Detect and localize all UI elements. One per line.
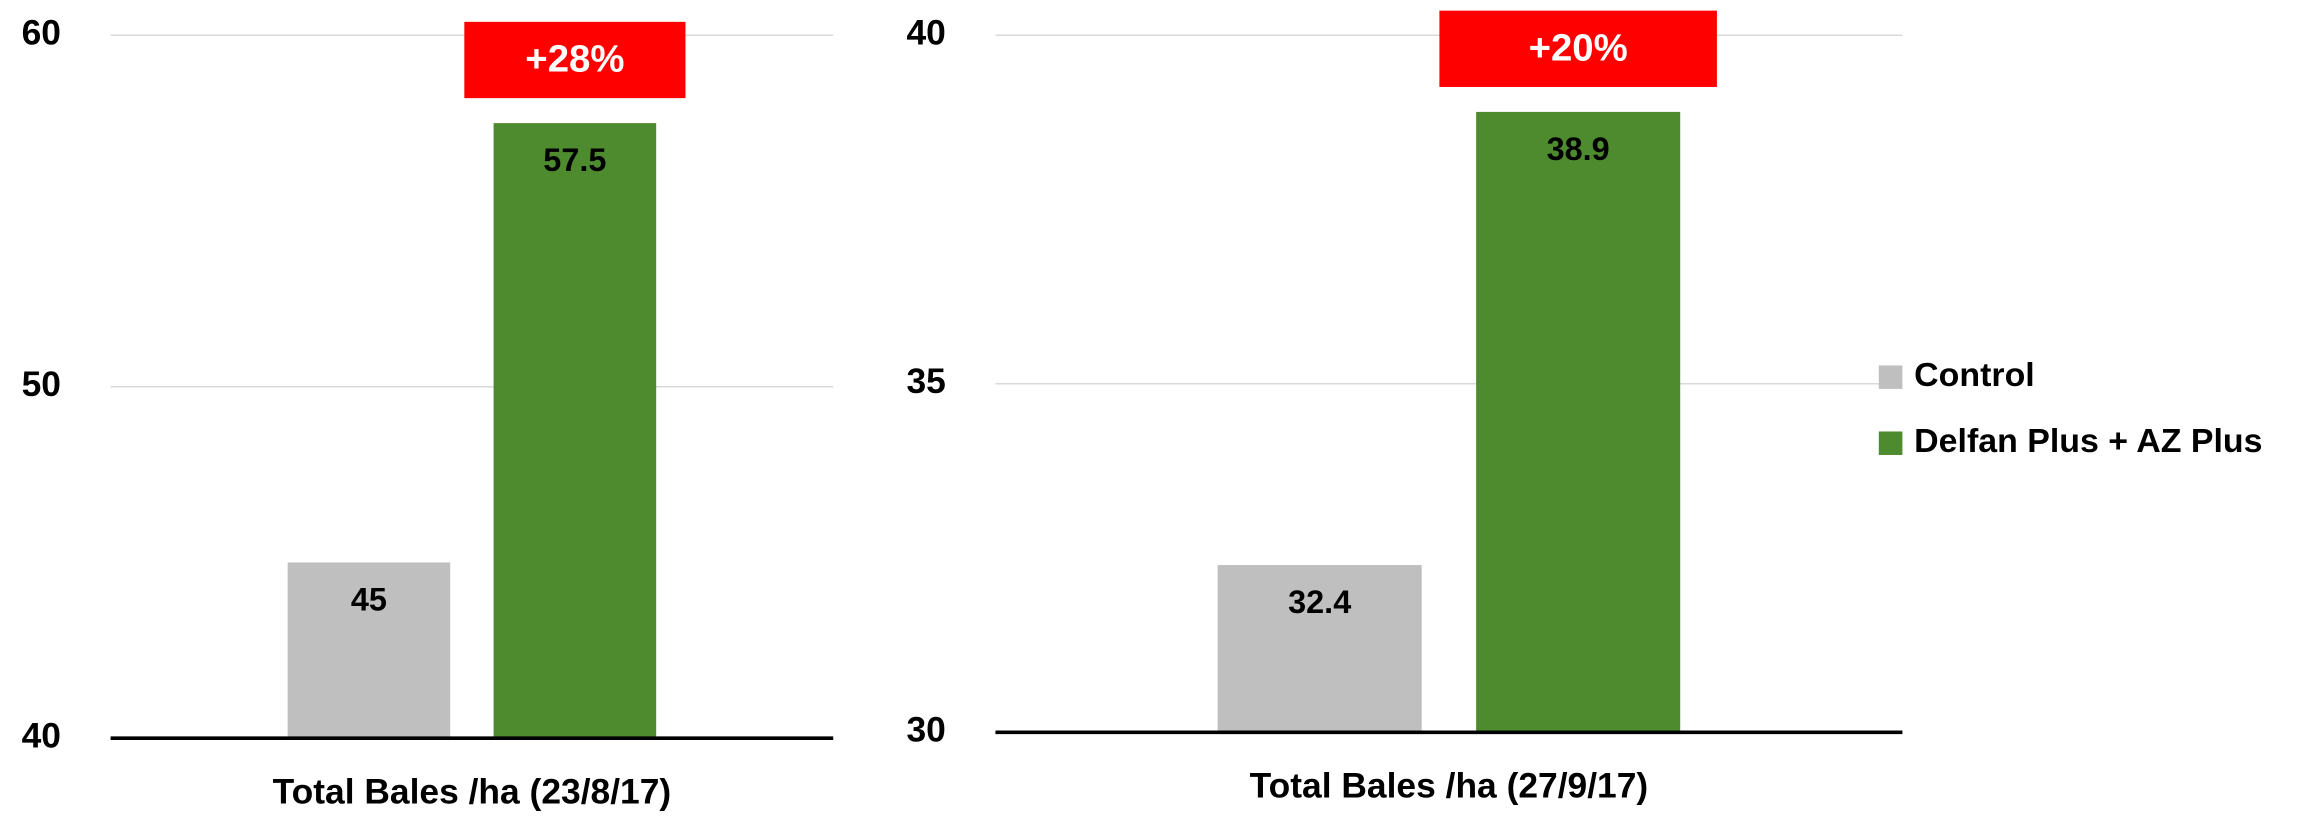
data-label: 45 [351,582,387,618]
annotation: +28% [525,38,624,81]
data-label: 38.9 [1547,131,1610,167]
bar [1476,111,1681,733]
y-tick-label: 40 [906,14,945,53]
y-tick-label: 50 [22,365,61,404]
legend-swatch [1878,365,1903,389]
x-tick-label: Total Bales /ha (23/8/17) [273,772,672,811]
x-tick-label: Total Bales /ha (27/9/17) [1250,766,1649,805]
annotation-box [464,21,686,99]
legend-swatch [1878,431,1903,455]
legend-label: Control [1914,356,2035,394]
y-tick-label: 35 [906,362,945,401]
bar [493,123,657,739]
data-label: 32.4 [1288,584,1351,620]
y-tick-label: 60 [22,14,61,53]
y-tick-label: 40 [22,717,61,756]
data-label: 57.5 [543,142,606,178]
annotation-box [1439,10,1717,87]
bar [1217,565,1422,733]
annotation: +20% [1529,26,1628,69]
y-tick-label: 30 [906,711,945,750]
bar [287,562,451,739]
legend-label: Delfan Plus + AZ Plus [1914,422,2262,460]
